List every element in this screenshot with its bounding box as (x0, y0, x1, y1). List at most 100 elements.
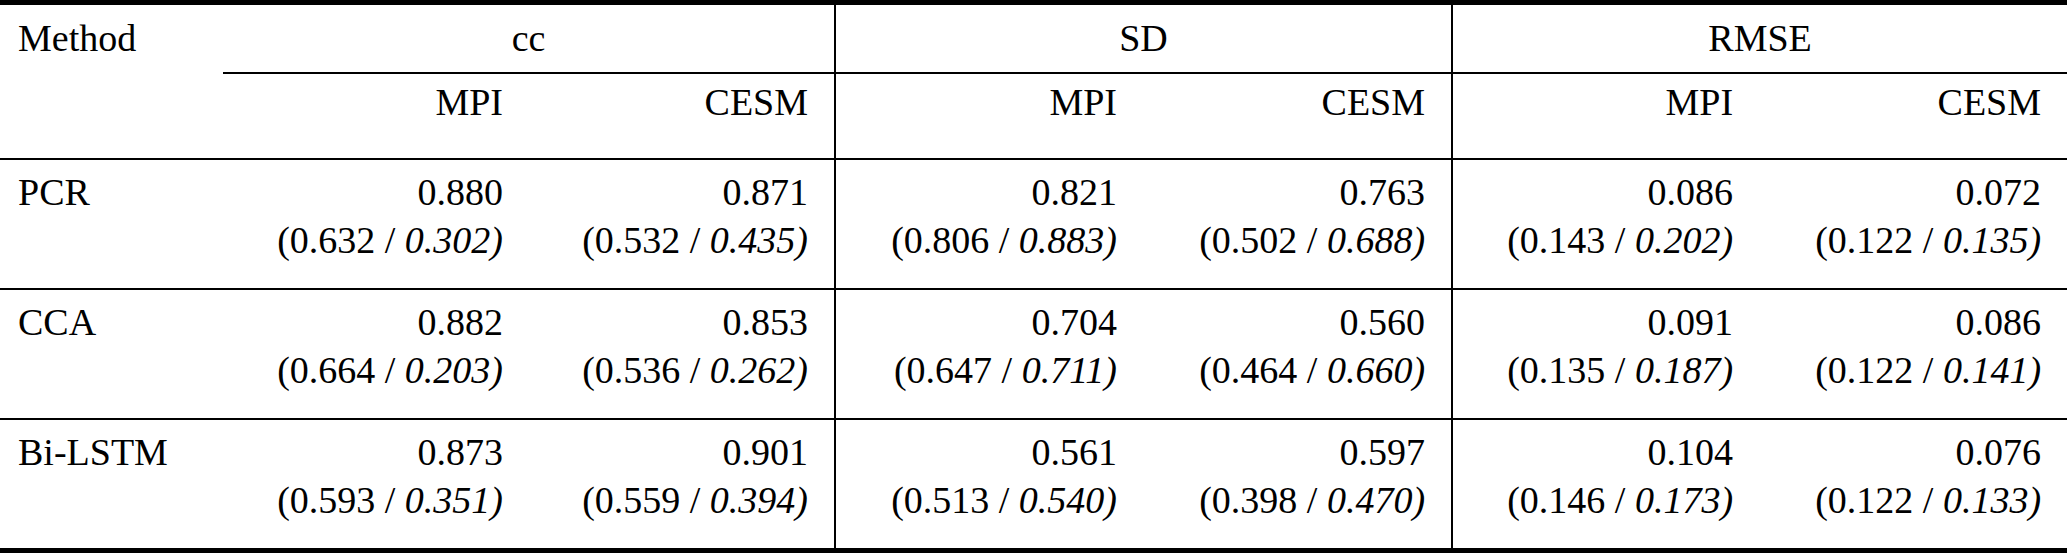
paren-open: ( (891, 219, 904, 261)
paren-open: ( (1507, 479, 1520, 521)
table-row-cca: CCA 0.882 (0.664 / 0.203) 0.853 (0.536 /… (0, 289, 2067, 419)
cell-pcr-cc-mpi: 0.880 (0.632 / 0.302) (223, 159, 529, 289)
subheader-cc-mpi: MPI (223, 73, 529, 159)
sub-value-1: 0.135 (1520, 349, 1606, 391)
cell-pcr-rmse-cesm: 0.072 (0.122 / 0.135) (1759, 159, 2067, 289)
metric-value: 0.821 (836, 168, 1117, 216)
method-column-header: Method (0, 3, 223, 74)
sub-value-2: 0.470 (1327, 479, 1413, 521)
cell-cca-rmse-mpi: 0.091 (0.135 / 0.187) (1452, 289, 1759, 419)
group-header-row: Method cc SD RMSE (0, 3, 2067, 74)
cell-bilstm-rmse-cesm: 0.076 (0.122 / 0.133) (1759, 419, 2067, 551)
paren-close: ) (1104, 219, 1117, 261)
paren-open: ( (582, 219, 595, 261)
paren-open: ( (1815, 219, 1828, 261)
separator: / (375, 349, 405, 391)
metric-value: 0.873 (223, 428, 503, 476)
sub-value-1: 0.146 (1520, 479, 1606, 521)
metric-breakdown: (0.593 / 0.351) (223, 476, 503, 524)
paren-open: ( (891, 479, 904, 521)
cell-cca-cc-cesm: 0.853 (0.536 / 0.262) (529, 289, 835, 419)
sub-value-1: 0.122 (1828, 479, 1914, 521)
cell-bilstm-cc-mpi: 0.873 (0.593 / 0.351) (223, 419, 529, 551)
results-table: Method cc SD RMSE MPI CESM MPI CESM MPI … (0, 0, 2067, 553)
sub-header-row: MPI CESM MPI CESM MPI CESM (0, 73, 2067, 159)
subheader-rmse-mpi: MPI (1452, 73, 1759, 159)
metric-breakdown: (0.122 / 0.135) (1759, 216, 2041, 264)
separator: / (992, 349, 1022, 391)
sub-value-1: 0.806 (904, 219, 990, 261)
metric-breakdown: (0.647 / 0.711) (836, 346, 1117, 394)
separator: / (1605, 219, 1635, 261)
group-header-cc: cc (223, 3, 835, 74)
sub-value-2: 0.173 (1635, 479, 1721, 521)
paren-open: ( (1199, 479, 1212, 521)
sub-value-2: 0.435 (710, 219, 796, 261)
paren-close: ) (490, 479, 503, 521)
sub-value-2: 0.135 (1943, 219, 2029, 261)
metric-value: 0.853 (529, 298, 808, 346)
sub-value-2: 0.203 (405, 349, 491, 391)
metric-breakdown: (0.464 / 0.660) (1143, 346, 1425, 394)
cell-pcr-sd-cesm: 0.763 (0.502 / 0.688) (1143, 159, 1452, 289)
metric-value: 0.882 (223, 298, 503, 346)
metric-breakdown: (0.398 / 0.470) (1143, 476, 1425, 524)
sub-value-2: 0.394 (710, 479, 796, 521)
sub-value-1: 0.122 (1828, 349, 1914, 391)
sub-value-2: 0.302 (405, 219, 491, 261)
group-header-sd: SD (835, 3, 1452, 74)
metric-value: 0.597 (1143, 428, 1425, 476)
separator: / (989, 219, 1019, 261)
table-row-bilstm: Bi-LSTM 0.873 (0.593 / 0.351) 0.901 (0.5… (0, 419, 2067, 551)
metric-breakdown: (0.806 / 0.883) (836, 216, 1117, 264)
paren-open: ( (582, 349, 595, 391)
cell-bilstm-cc-cesm: 0.901 (0.559 / 0.394) (529, 419, 835, 551)
metric-value: 0.091 (1453, 298, 1733, 346)
paren-close: ) (1720, 479, 1733, 521)
separator: / (1913, 349, 1943, 391)
paren-close: ) (795, 349, 808, 391)
sub-value-1: 0.559 (595, 479, 681, 521)
metric-value: 0.871 (529, 168, 808, 216)
sub-value-1: 0.122 (1828, 219, 1914, 261)
paren-close: ) (490, 219, 503, 261)
sub-value-2: 0.262 (710, 349, 796, 391)
paren-open: ( (1199, 349, 1212, 391)
paren-open: ( (894, 349, 907, 391)
metric-breakdown: (0.135 / 0.187) (1453, 346, 1733, 394)
method-label: CCA (0, 289, 223, 419)
sub-value-1: 0.513 (904, 479, 990, 521)
separator: / (1913, 219, 1943, 261)
metric-breakdown: (0.632 / 0.302) (223, 216, 503, 264)
paren-open: ( (1815, 479, 1828, 521)
cell-bilstm-sd-cesm: 0.597 (0.398 / 0.470) (1143, 419, 1452, 551)
cell-pcr-cc-cesm: 0.871 (0.532 / 0.435) (529, 159, 835, 289)
cell-bilstm-rmse-mpi: 0.104 (0.146 / 0.173) (1452, 419, 1759, 551)
cell-cca-rmse-cesm: 0.086 (0.122 / 0.141) (1759, 289, 2067, 419)
separator: / (989, 479, 1019, 521)
cell-cca-sd-cesm: 0.560 (0.464 / 0.660) (1143, 289, 1452, 419)
separator: / (375, 219, 405, 261)
metric-breakdown: (0.146 / 0.173) (1453, 476, 1733, 524)
paren-close: ) (795, 219, 808, 261)
subheader-rmse-cesm: CESM (1759, 73, 2067, 159)
method-label: Bi-LSTM (0, 419, 223, 551)
table-row-pcr: PCR 0.880 (0.632 / 0.302) 0.871 (0.532 /… (0, 159, 2067, 289)
paren-close: ) (1412, 479, 1425, 521)
metric-breakdown: (0.664 / 0.203) (223, 346, 503, 394)
metric-value: 0.086 (1453, 168, 1733, 216)
paper-table-page: Method cc SD RMSE MPI CESM MPI CESM MPI … (0, 0, 2067, 554)
metric-breakdown: (0.536 / 0.262) (529, 346, 808, 394)
metric-value: 0.880 (223, 168, 503, 216)
metric-value: 0.763 (1143, 168, 1425, 216)
sub-value-2: 0.660 (1327, 349, 1413, 391)
metric-breakdown: (0.513 / 0.540) (836, 476, 1117, 524)
sub-value-1: 0.532 (595, 219, 681, 261)
sub-value-2: 0.711 (1022, 349, 1105, 391)
sub-value-1: 0.632 (290, 219, 376, 261)
paren-close: ) (1412, 349, 1425, 391)
separator: / (1913, 479, 1943, 521)
metric-value: 0.560 (1143, 298, 1425, 346)
metric-breakdown: (0.532 / 0.435) (529, 216, 808, 264)
sub-value-1: 0.464 (1212, 349, 1298, 391)
